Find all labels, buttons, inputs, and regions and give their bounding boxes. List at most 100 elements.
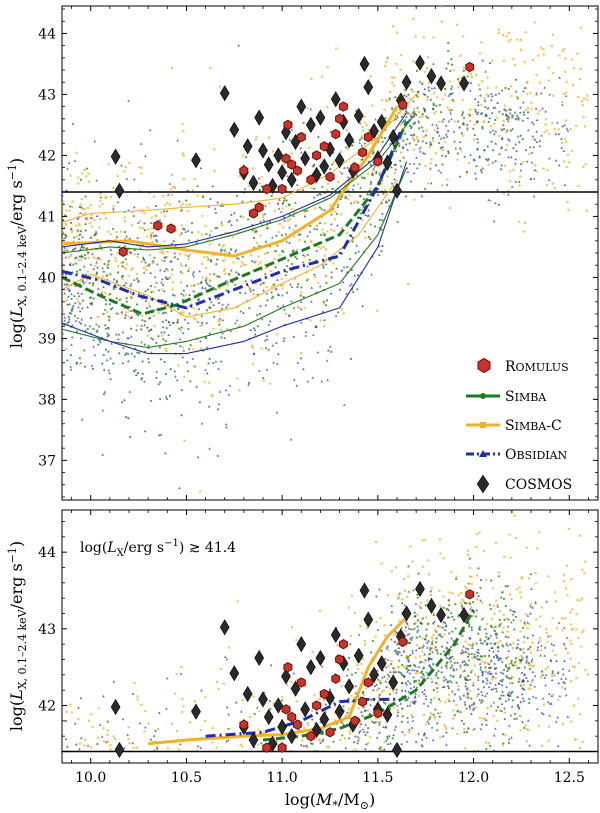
obsidian-galaxy-point [562,680,565,683]
obsidian-galaxy-point [550,694,554,697]
simba-galaxy-point [494,160,497,163]
simbac-galaxy-point [89,217,92,220]
obsidian-galaxy-point [384,665,388,669]
simba-galaxy-point [62,250,66,253]
simba-galaxy-point [318,193,321,196]
simbac-galaxy-point [203,256,206,259]
cosmos-point [306,116,316,134]
simba-galaxy-point [192,290,195,293]
simba-galaxy-point [197,745,200,748]
simbac-galaxy-point [219,667,223,670]
obsidian-galaxy-point [464,646,468,650]
simbac-galaxy-point [389,687,392,690]
obsidian-galaxy-point [414,664,417,668]
simbac-galaxy-point [112,205,115,208]
simbac-galaxy-point [148,191,151,195]
cosmos-point [401,605,412,622]
simba-galaxy-point [124,353,127,356]
simbac-galaxy-point [116,174,119,178]
simba-galaxy-point [285,291,289,294]
simba-galaxy-point [437,677,440,680]
simba-galaxy-point [509,129,512,132]
simbac-galaxy-point [170,66,174,69]
simba-galaxy-point [285,199,288,202]
simba-galaxy-point [468,623,471,627]
simbac-galaxy-point [529,664,532,667]
obsidian-galaxy-point [235,318,239,322]
romulus-point [281,704,291,715]
simbac-galaxy-point [383,634,386,637]
simba-galaxy-point [466,123,469,127]
simba-galaxy-point [253,261,256,264]
simbac-galaxy-point [153,325,156,328]
simbac-galaxy-point [160,259,164,262]
obsidian-galaxy-point [447,657,451,660]
simba-galaxy-point [384,657,387,661]
simba-galaxy-point [186,361,189,364]
simba-galaxy-point [125,282,128,285]
simba-galaxy-point [205,232,208,236]
simba-galaxy-point [479,586,482,589]
obsidian-galaxy-point [369,703,372,707]
obsidian-galaxy-point [546,700,550,704]
simbac-galaxy-point [561,49,564,52]
simba-galaxy-point [79,178,83,181]
simba-galaxy-point [478,88,481,91]
simba-galaxy-point [513,712,517,716]
obsidian-galaxy-point [136,252,140,255]
simbac-galaxy-point [501,744,505,747]
obsidian-galaxy-point [329,130,332,133]
simba-galaxy-point [81,307,84,310]
simba-galaxy-point [395,688,398,691]
simba-galaxy-point [73,314,77,317]
obsidian-galaxy-point [497,682,501,685]
cosmos-point [353,647,364,664]
simbac-galaxy-point [199,729,202,732]
simbac-galaxy-point [442,595,445,598]
obsidian-galaxy-point [500,137,504,140]
simbac-galaxy-point [424,723,427,726]
obsidian-galaxy-point [489,704,493,707]
simbac-galaxy-point [436,96,439,99]
simbac-galaxy-point [366,709,369,712]
obsidian-galaxy-point [535,130,538,133]
simbac-galaxy-point [579,67,582,70]
obsidian-galaxy-point [494,671,498,675]
obsidian-galaxy-point [292,306,296,309]
simba-galaxy-point [401,707,404,710]
obsidian-galaxy-point [277,293,281,297]
simba-galaxy-point [463,155,466,158]
obsidian-galaxy-point [410,88,413,91]
simbac-galaxy-point [281,287,284,290]
obsidian-galaxy-point [487,662,491,666]
obsidian-galaxy-point [127,208,130,212]
obsidian-galaxy-point [431,123,434,126]
obsidian-galaxy-point [200,422,204,425]
obsidian-galaxy-point [301,261,305,264]
simbac-galaxy-point [292,229,295,232]
simbac-galaxy-point [97,707,100,710]
simba-galaxy-point [413,611,416,614]
simba-galaxy-point [122,346,125,350]
simba-galaxy-point [356,742,359,745]
simbac-galaxy-point [586,94,589,97]
obsidian-galaxy-point [271,344,275,347]
simbac-galaxy-point [333,704,336,708]
simbac-galaxy-point [168,203,171,206]
simba-galaxy-point [451,655,454,658]
simbac-galaxy-point [280,696,284,699]
obsidian-galaxy-point [107,368,110,372]
obsidian-galaxy-point [369,182,373,185]
obsidian-galaxy-point [450,108,453,111]
top-y-tick-label: 43 [38,87,56,103]
simbac-galaxy-point [445,728,448,731]
obsidian-galaxy-point [413,694,417,698]
obsidian-galaxy-point [494,666,498,670]
obsidian-galaxy-point [276,202,280,205]
simbac-galaxy-point [188,267,191,270]
obsidian-galaxy-point [425,641,429,644]
simbac-galaxy-point [98,205,101,208]
simbac-galaxy-point [211,741,214,744]
simbac-galaxy-point [278,254,281,257]
simba-galaxy-point [378,723,381,726]
